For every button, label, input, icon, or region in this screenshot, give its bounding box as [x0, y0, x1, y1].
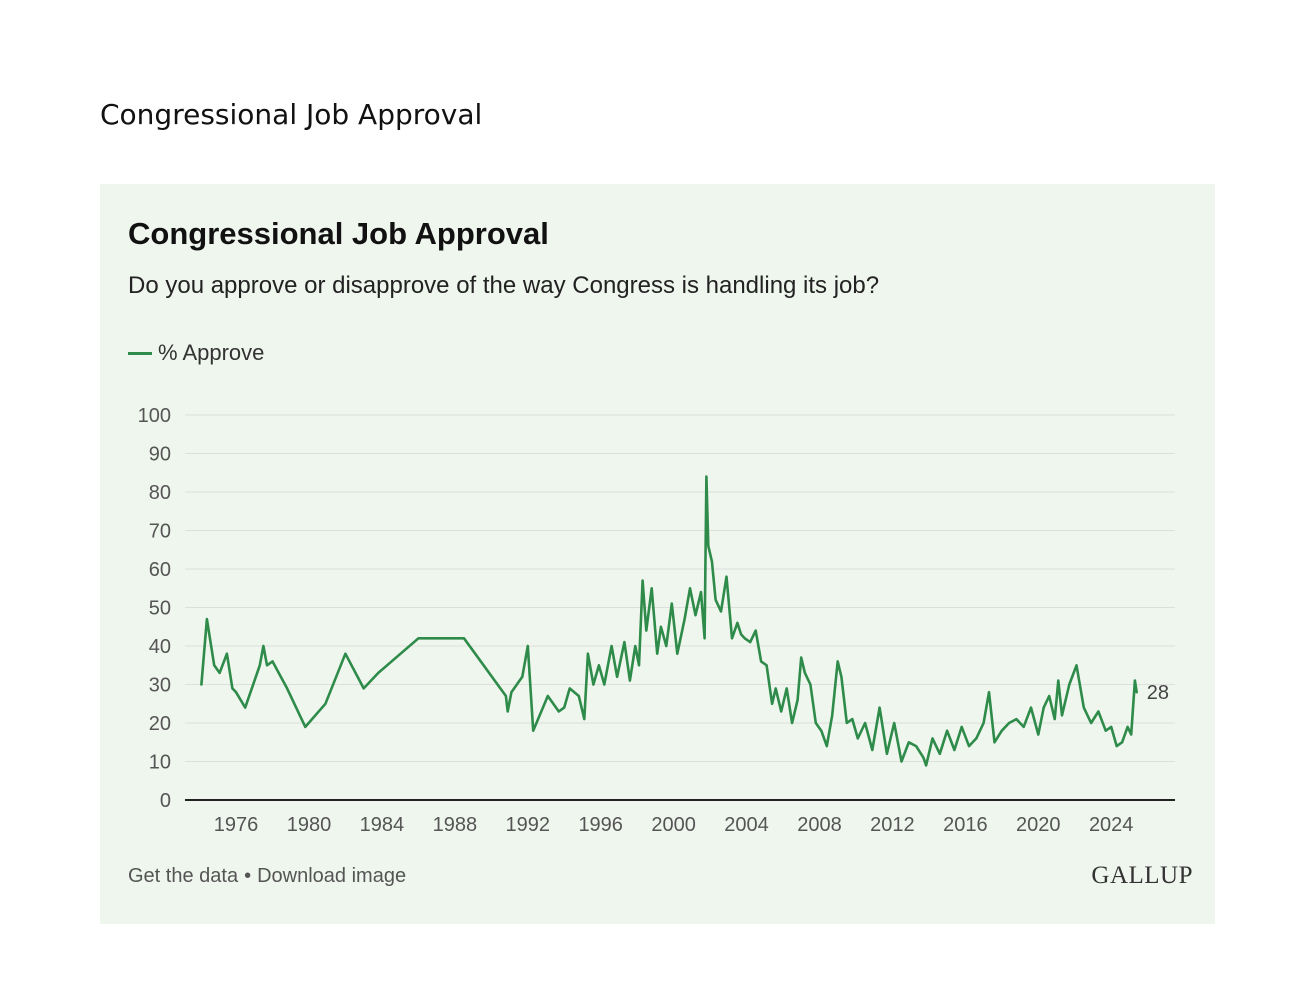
x-tick-label: 2000 [651, 814, 696, 836]
series-layer [200, 475, 1138, 767]
document-title: Congressional Job Approval [100, 98, 483, 131]
end-label-layer: 28 [1147, 682, 1169, 704]
y-tick-label: 100 [138, 405, 171, 427]
y-axis-ticks: 0 10 20 30 40 50 60 70 80 90 100 [138, 405, 171, 812]
x-tick-label: 2020 [1016, 814, 1061, 836]
grid-lines [185, 414, 1175, 801]
y-tick-label: 30 [149, 675, 171, 697]
y-tick-label: 60 [149, 559, 171, 581]
x-tick-label: 1992 [506, 814, 551, 836]
end-value-label: 28 [1147, 682, 1169, 704]
y-tick-label: 80 [149, 482, 171, 504]
x-tick-label: 1976 [214, 814, 259, 836]
get-data-link[interactable]: Get the data [128, 865, 239, 887]
y-tick-label: 50 [149, 598, 171, 620]
x-axis-ticks: 1976 1980 1984 1988 1992 1996 2000 2004 2008 2012… [214, 814, 1134, 836]
download-image-link[interactable]: Download image [257, 865, 407, 887]
chart-card: 0 10 20 30 40 50 60 70 80 90 100 1976 1980 1984 1988 1… [100, 184, 1215, 924]
legend-label: % Approve [158, 340, 265, 365]
chart-subtitle: Do you approve or disapprove of the way … [128, 272, 880, 299]
x-tick-label: 2016 [943, 814, 988, 836]
y-tick-label: 70 [149, 521, 171, 543]
y-tick-label: 0 [160, 790, 171, 812]
legend: % Approve [128, 340, 264, 366]
footer-links: Get the data • Download image [128, 865, 406, 888]
y-tick-label: 20 [149, 713, 171, 735]
x-tick-label: 2012 [870, 814, 915, 836]
x-tick-label: 1996 [578, 814, 623, 836]
x-tick-label: 2024 [1089, 814, 1134, 836]
gallup-logo: GALLUP [1091, 862, 1193, 889]
x-tick-label: 1988 [433, 814, 478, 836]
legend-swatch [128, 351, 152, 355]
x-tick-label: 1984 [360, 814, 405, 836]
y-tick-label: 10 [149, 752, 171, 774]
x-tick-label: 2008 [797, 814, 842, 836]
y-tick-label: 90 [149, 444, 171, 466]
footer-separator: • [244, 865, 252, 887]
x-tick-label: 1980 [287, 814, 332, 836]
series-line-approve [200, 475, 1138, 767]
x-tick-label: 2004 [724, 814, 769, 836]
chart-title: Congressional Job Approval [128, 216, 549, 251]
y-tick-label: 40 [149, 636, 171, 658]
